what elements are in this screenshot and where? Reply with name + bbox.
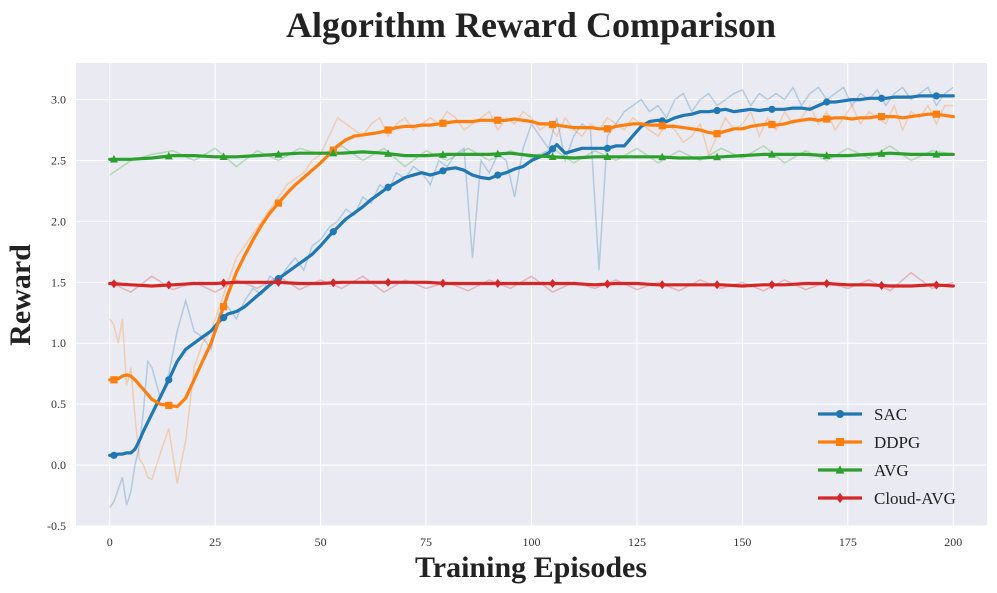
ddpg-marker xyxy=(384,126,392,134)
legend-cloud-avg-label: Cloud-AVG xyxy=(874,489,956,508)
legend-ddpg-marker xyxy=(836,438,844,446)
y-tick-label: -0.5 xyxy=(47,519,66,533)
cloud-avg-marker xyxy=(384,277,392,287)
ddpg-marker xyxy=(658,122,666,130)
avg-marker xyxy=(109,154,118,163)
cloud-avg-marker xyxy=(877,280,886,290)
ddpg-line xyxy=(108,112,955,409)
x-tick-label: 175 xyxy=(839,535,857,549)
y-tick-label: 2.5 xyxy=(51,153,66,167)
sac-marker xyxy=(768,105,776,113)
legend-cloud-avg-marker xyxy=(836,493,844,503)
sac-marker xyxy=(823,98,831,106)
sac-marker xyxy=(548,145,557,153)
legend-sac-label: SAC xyxy=(874,405,907,424)
x-tick-label: 75 xyxy=(420,535,432,549)
x-tick-label: 25 xyxy=(209,535,221,549)
ddpg-marker xyxy=(768,120,776,129)
sac-marker xyxy=(384,183,392,191)
cloud-avg-marker xyxy=(932,280,940,290)
y-tick-label: 0.0 xyxy=(51,458,66,472)
y-axis-label: Reward xyxy=(4,244,37,346)
x-tick-label: 125 xyxy=(628,535,646,549)
cloud-avg-marker xyxy=(768,280,776,290)
chart-title: Algorithm Reward Comparison xyxy=(286,5,776,45)
sac-marker xyxy=(110,451,118,459)
y-tick-label: 3.0 xyxy=(51,93,66,107)
avg-line xyxy=(108,150,955,161)
x-axis-label: Training Episodes xyxy=(415,551,647,584)
x-tick-label: 200 xyxy=(944,535,962,549)
sac-marker xyxy=(877,94,886,102)
ddpg-marker xyxy=(877,113,886,121)
ddpg-marker xyxy=(494,116,502,124)
avg-marker xyxy=(658,152,667,161)
avg-marker xyxy=(438,150,447,158)
y-tick-label: 2.0 xyxy=(51,214,66,228)
avg-marker xyxy=(493,149,502,158)
sac-marker xyxy=(713,106,721,115)
series-markers xyxy=(109,92,941,459)
cloud-avg-marker xyxy=(713,280,721,290)
x-tick-label: 0 xyxy=(107,535,113,549)
ddpg-marker xyxy=(713,130,721,138)
cloud-avg-marker xyxy=(658,280,666,290)
sac-marker xyxy=(603,144,612,152)
avg-marker xyxy=(329,148,338,157)
cloud-avg-marker xyxy=(165,280,173,290)
avg-marker xyxy=(603,152,612,161)
ddpg-marker xyxy=(548,120,557,129)
sac-marker xyxy=(932,92,940,100)
sac-marker xyxy=(494,171,502,179)
cloud-avg-raw-line xyxy=(109,271,954,293)
avg-marker xyxy=(877,149,886,157)
y-tick-label: 1.5 xyxy=(51,275,66,289)
ddpg-marker xyxy=(603,125,612,133)
ddpg-marker xyxy=(439,119,447,127)
y-tick-label: 0.5 xyxy=(51,397,66,411)
x-tick-label: 50 xyxy=(315,535,327,549)
cloud-avg-marker xyxy=(274,277,283,287)
legend-sac-marker xyxy=(836,410,844,418)
ddpg-marker xyxy=(274,199,283,207)
avg-marker xyxy=(164,151,173,160)
cloud-avg-marker xyxy=(329,278,337,288)
ddpg-marker xyxy=(165,401,173,409)
cloud-avg-marker xyxy=(548,279,557,289)
avg-marker xyxy=(822,151,831,159)
avg-marker xyxy=(767,150,776,158)
sac-marker xyxy=(165,376,173,384)
cloud-avg-line xyxy=(108,280,955,288)
sac-marker xyxy=(220,314,228,322)
ddpg-marker xyxy=(220,303,228,311)
y-axis-ticks: -0.5 0.0 0.5 1.0 1.5 2.0 2.5 3.0 xyxy=(47,93,66,533)
cloud-avg-marker xyxy=(110,279,118,289)
cloud-avg-marker xyxy=(823,279,831,289)
legend-avg-marker xyxy=(835,465,845,474)
legend-ddpg-label: DDPG xyxy=(874,433,920,452)
sac-marker xyxy=(439,167,447,175)
cloud-avg-marker xyxy=(494,279,502,289)
ddpg-marker xyxy=(932,110,940,118)
x-tick-label: 150 xyxy=(733,535,751,549)
avg-marker xyxy=(274,150,283,158)
avg-marker xyxy=(932,150,941,158)
avg-marker xyxy=(548,152,557,161)
smoothed-series-lines xyxy=(108,94,955,457)
avg-marker xyxy=(384,149,393,157)
cloud-avg-marker xyxy=(439,278,447,288)
sac-marker xyxy=(329,228,337,236)
cloud-avg-marker xyxy=(220,278,228,288)
cloud-avg-marker xyxy=(603,279,612,289)
avg-marker xyxy=(219,152,228,161)
legend-avg-label: AVG xyxy=(874,461,909,480)
y-tick-label: 1.0 xyxy=(51,336,66,350)
x-axis-ticks: 0 25 50 75 100 125 150 175 200 xyxy=(107,535,963,549)
x-tick-label: 100 xyxy=(523,535,541,549)
ddpg-marker xyxy=(823,115,831,123)
ddpg-marker xyxy=(110,376,118,384)
avg-marker xyxy=(713,152,722,161)
legend: SAC DDPG AVG Cloud-AVG xyxy=(818,405,956,508)
